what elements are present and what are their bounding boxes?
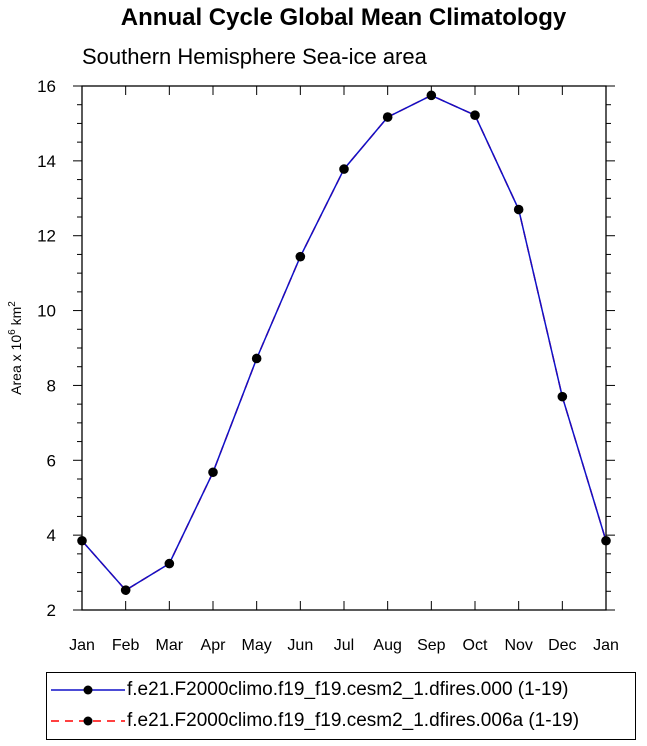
x-tick-label: Jul	[334, 637, 354, 654]
x-tick-label: Jun	[287, 637, 313, 654]
legend-marker-1	[83, 685, 93, 695]
data-point	[382, 112, 393, 122]
legend-label-1: f.e21.F2000climo.f19_f19.cesm2_1.dfires.…	[127, 679, 569, 700]
x-tick-label: Aug	[373, 637, 401, 654]
y-tick-label: 2	[47, 601, 56, 620]
legend-entry-1: f.e21.F2000climo.f19_f19.cesm2_1.dfires.…	[47, 676, 635, 706]
data-point	[601, 535, 611, 546]
chart-subtitle: Southern Hemisphere Sea-ice area	[82, 44, 427, 69]
x-tick-label: Jan	[593, 637, 619, 654]
legend-entry-2: f.e21.F2000climo.f19_f19.cesm2_1.dfires.…	[47, 707, 635, 737]
y-tick-label: 4	[47, 526, 56, 545]
y-tick-label: 10	[37, 302, 56, 321]
data-point	[251, 353, 262, 364]
data-point	[557, 391, 568, 402]
legend: f.e21.F2000climo.f19_f19.cesm2_1.dfires.…	[46, 672, 636, 740]
legend-swatch-1	[51, 685, 125, 695]
x-tick-label: Mar	[156, 637, 184, 654]
data-point	[208, 467, 218, 478]
x-tick-label: Apr	[201, 637, 227, 654]
x-tick-label: Feb	[112, 637, 140, 654]
data-point	[164, 558, 175, 569]
data-point	[77, 535, 87, 546]
legend-label-2: f.e21.F2000climo.f19_f19.cesm2_1.dfires.…	[127, 710, 580, 731]
y-axis-label: Area x 106 km2	[7, 301, 24, 395]
x-tick-label: Oct	[463, 637, 488, 654]
data-point	[120, 585, 131, 595]
x-tick-label: Jan	[69, 637, 95, 654]
y-tick-label: 14	[37, 152, 56, 171]
x-tick-label: May	[242, 637, 272, 654]
x-tick-label: Sep	[417, 637, 446, 654]
y-tick-label: 6	[47, 451, 56, 470]
data-point	[426, 90, 437, 101]
x-tick-label: Dec	[548, 637, 576, 654]
line-chart: Jan Feb Mar Apr May Jun Jul Aug Sep Oct Nov Dec Jan 2…	[7, 77, 619, 654]
y-tick-label: 16	[37, 77, 56, 96]
legend-swatch-2	[51, 716, 125, 726]
data-point	[339, 164, 349, 174]
chart-title: Annual Cycle Global Mean Climatology	[120, 4, 567, 31]
data-point	[295, 251, 306, 262]
y-tick-label: 8	[47, 376, 56, 395]
x-tick-label: Nov	[504, 637, 532, 654]
data-point	[513, 204, 524, 215]
legend-marker-2	[83, 716, 93, 726]
y-tick-label: 12	[37, 227, 56, 246]
data-point	[470, 110, 480, 120]
